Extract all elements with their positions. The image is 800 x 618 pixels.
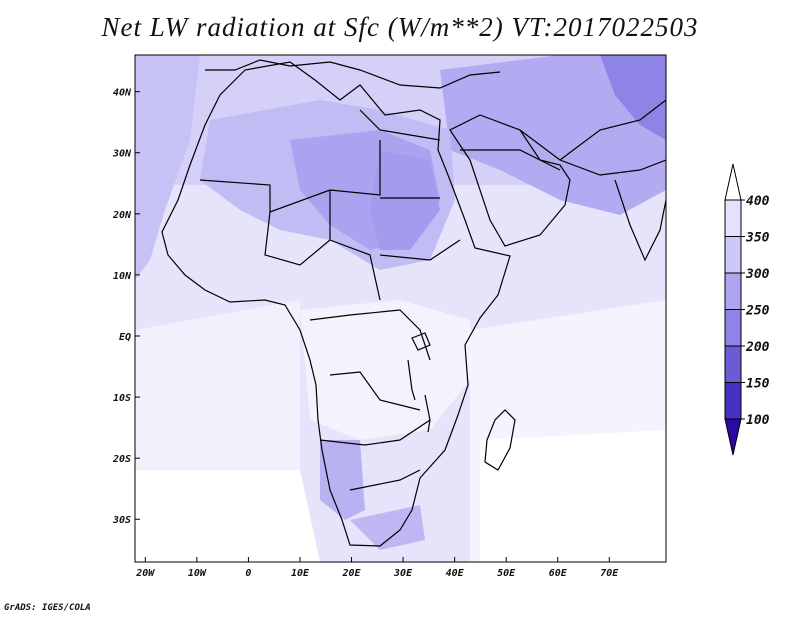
colorbar-label: 250 — [745, 304, 770, 319]
field-south-indian-white — [480, 430, 666, 562]
colorbar-label: 400 — [746, 194, 770, 209]
colorbar-label: 300 — [745, 267, 770, 282]
y-axis: 40N 30N 20N 10N EQ 10S 20S 30S — [112, 88, 140, 526]
colorbar-label: 200 — [745, 340, 770, 355]
field-namibia — [320, 440, 365, 520]
lake-tanganyika — [407, 359, 416, 401]
y-tick-label: 40N — [113, 88, 132, 99]
colorbar-box — [724, 345, 742, 383]
africa-coastline — [161, 61, 511, 547]
border-10 — [359, 109, 441, 141]
map-frame — [134, 54, 667, 563]
india-coastline — [614, 179, 666, 262]
y-tick-label: 30S — [112, 515, 131, 526]
colorbar-label: 150 — [746, 377, 770, 392]
x-tick-label: 20E — [341, 568, 361, 579]
y-tick-label: 20S — [112, 454, 131, 465]
lake-nyasa — [424, 394, 431, 433]
colorbar: 400 350 300 250 200 150 100 — [724, 163, 770, 456]
border-7 — [329, 371, 421, 411]
y-tick-label: 10N — [113, 271, 132, 282]
map-title: Net LW radiation at Sfc (W/m**2) VT:2017… — [101, 12, 699, 42]
colorbar-box — [724, 309, 742, 347]
border-6 — [309, 309, 431, 361]
lake-victoria — [411, 332, 431, 351]
boundaries — [161, 59, 666, 547]
y-tick-label: 30N — [112, 149, 132, 160]
x-axis: 20W 10W 0 10E 20E 30E 40E 50E 60E 70E — [135, 557, 619, 579]
colorbar-arrow-top — [724, 163, 742, 201]
radiation-field — [135, 55, 666, 562]
colorbar-box — [724, 272, 742, 310]
border-9 — [349, 469, 421, 491]
arabia-coastline — [449, 114, 571, 247]
y-tick-label: 20N — [112, 210, 132, 221]
field-arabia-iran — [440, 55, 666, 215]
border-3 — [329, 190, 381, 301]
y-tick-label: EQ — [119, 332, 131, 343]
x-tick-label: 30E — [393, 568, 413, 579]
border-8 — [319, 419, 431, 446]
border-1 — [199, 140, 381, 213]
colorbar-arrow-bottom — [724, 418, 742, 456]
x-tick-label: 20W — [135, 568, 155, 579]
x-tick-label: 0 — [245, 568, 251, 579]
x-tick-label: 40E — [446, 568, 465, 579]
field-himalaya — [600, 55, 666, 140]
x-tick-label: 70E — [600, 568, 619, 579]
iran-coastline — [519, 129, 666, 176]
border-4 — [264, 211, 331, 266]
colorbar-box — [724, 236, 742, 274]
colorbar-label: 100 — [746, 413, 770, 428]
europe-coastline — [205, 59, 501, 89]
colorbar-label: 350 — [745, 231, 770, 246]
field-sudan-core — [370, 150, 440, 250]
madagascar — [484, 409, 516, 471]
x-tick-label: 10E — [291, 568, 310, 579]
x-tick-label: 10W — [188, 568, 207, 579]
field-south-atlantic-white — [135, 470, 320, 562]
credit-text: GrADS: IGES/COLA — [4, 603, 91, 613]
field-south-africa — [350, 505, 425, 550]
border-12 — [559, 99, 666, 161]
border-5 — [379, 239, 461, 261]
colorbar-box — [724, 199, 742, 237]
x-tick-label: 50E — [497, 568, 516, 579]
border-11 — [460, 149, 561, 171]
colorbar-box — [724, 382, 742, 420]
x-tick-label: 60E — [549, 568, 568, 579]
field-atlantic-north — [135, 55, 200, 280]
y-tick-label: 10S — [113, 393, 131, 404]
